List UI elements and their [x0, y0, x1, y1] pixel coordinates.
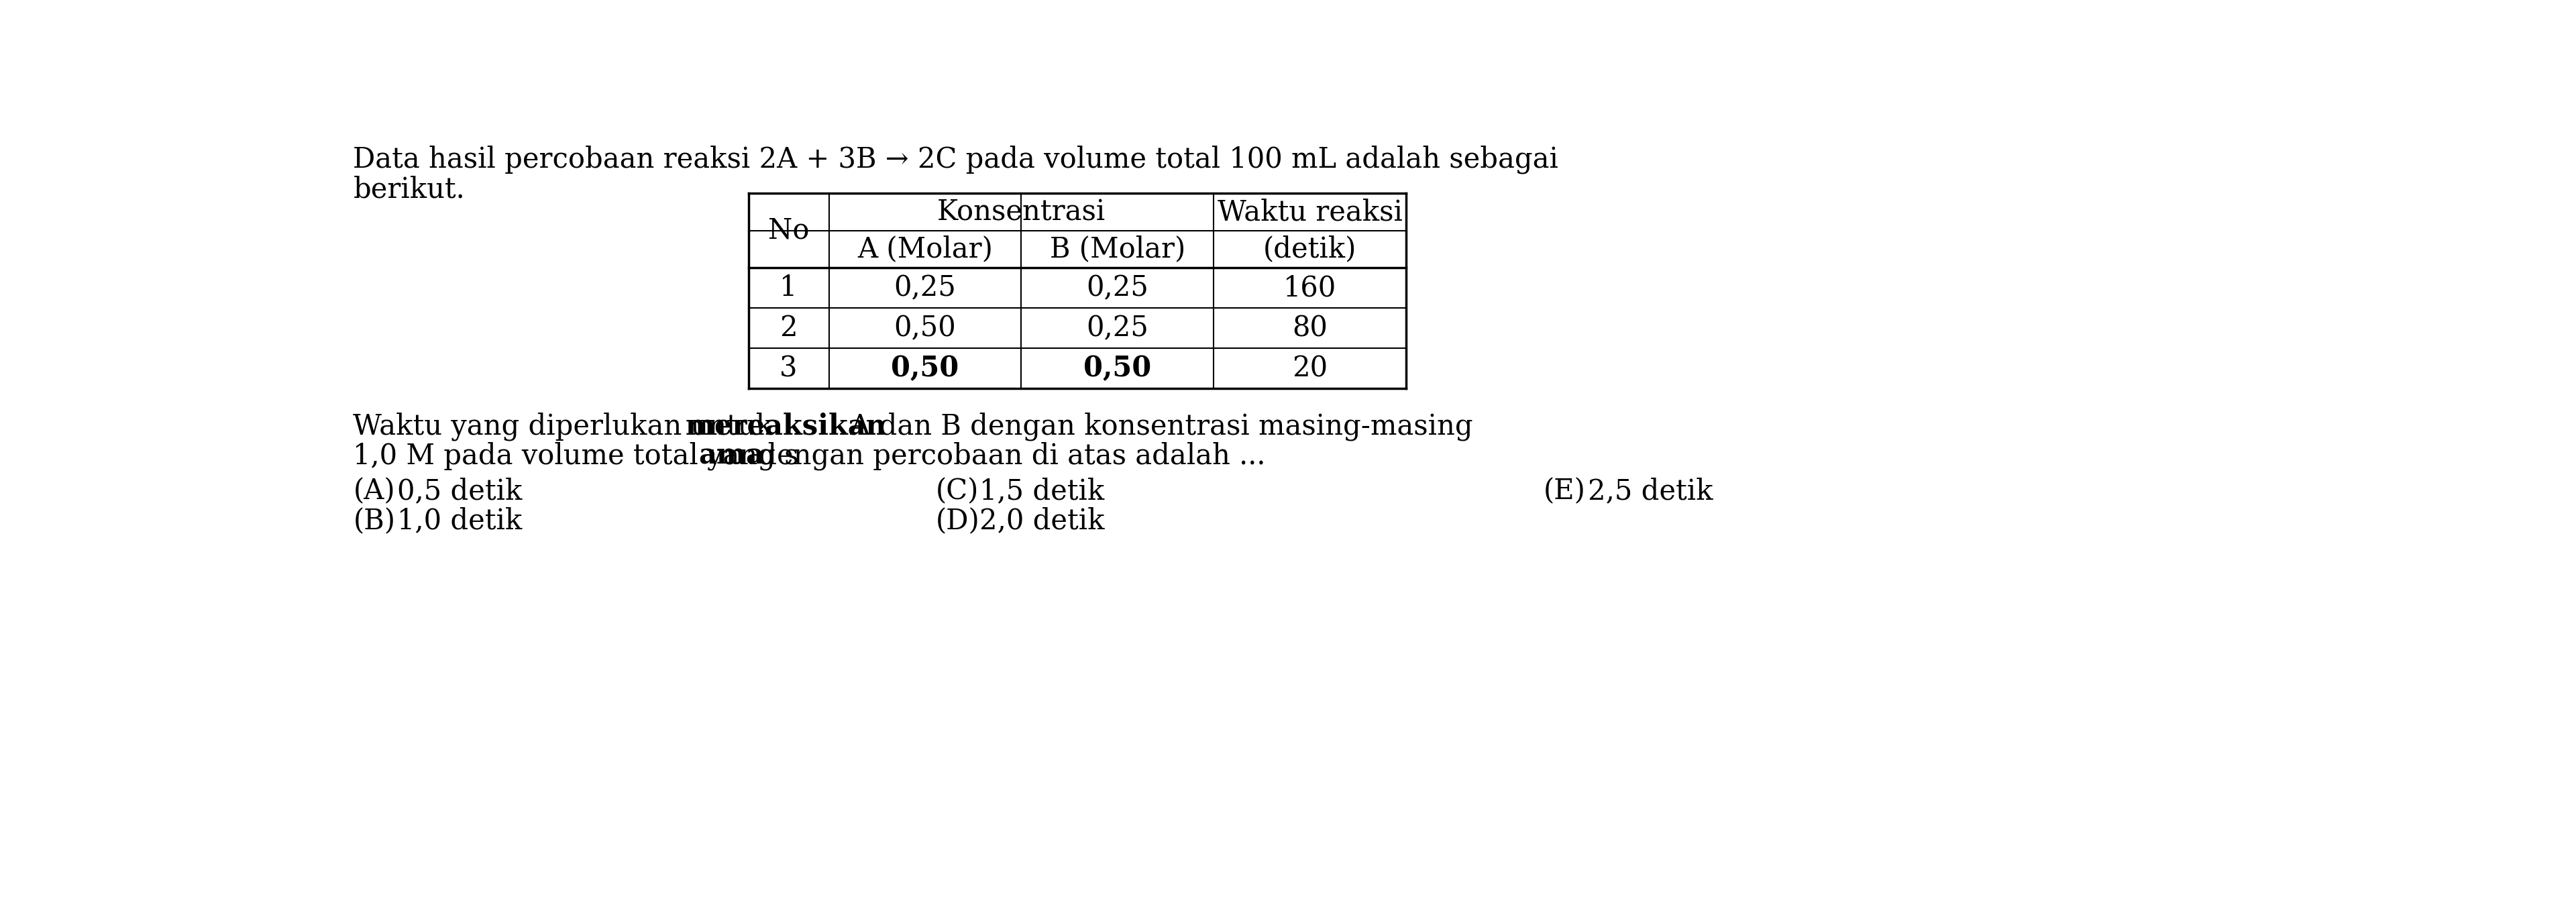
- Text: (A): (A): [353, 477, 394, 505]
- Text: 2,5 detik: 2,5 detik: [1587, 477, 1713, 505]
- Text: 1: 1: [781, 274, 799, 302]
- Text: 0,25: 0,25: [1087, 274, 1149, 302]
- Text: Waktu reaksi: Waktu reaksi: [1218, 198, 1401, 226]
- Text: mereaksikan: mereaksikan: [685, 412, 886, 440]
- Text: dengan percobaan di atas adalah ...: dengan percobaan di atas adalah ...: [750, 442, 1265, 470]
- Text: (B): (B): [353, 507, 397, 535]
- Text: (C): (C): [935, 477, 979, 505]
- Text: 2,0 detik: 2,0 detik: [979, 507, 1105, 535]
- Text: Waktu yang diperlukan untuk: Waktu yang diperlukan untuk: [353, 412, 783, 440]
- Text: A (Molar): A (Molar): [858, 235, 992, 264]
- Text: (detik): (detik): [1262, 235, 1358, 264]
- Text: 3: 3: [781, 354, 799, 382]
- Text: (D): (D): [935, 507, 979, 535]
- Text: 0,25: 0,25: [1087, 314, 1149, 342]
- Text: 0,25: 0,25: [894, 274, 956, 302]
- Text: A dan B dengan konsentrasi masing-masing: A dan B dengan konsentrasi masing-masing: [842, 412, 1473, 440]
- Text: 0,50: 0,50: [1084, 354, 1151, 382]
- Text: 160: 160: [1283, 274, 1337, 302]
- Text: Konsentrasi: Konsentrasi: [938, 198, 1105, 226]
- Text: B (Molar): B (Molar): [1048, 235, 1185, 264]
- Text: ama: ama: [698, 442, 765, 470]
- Text: Data hasil percobaan reaksi 2A + 3B → 2C pada volume total 100 mL adalah sebagai: Data hasil percobaan reaksi 2A + 3B → 2C…: [353, 145, 1558, 174]
- Text: 0,50: 0,50: [891, 354, 958, 382]
- Text: 1,0 M pada volume total yang s: 1,0 M pada volume total yang s: [353, 442, 799, 470]
- Text: 2: 2: [781, 314, 799, 342]
- Text: No: No: [768, 217, 809, 244]
- Text: 20: 20: [1293, 354, 1327, 382]
- Text: 0,5 detik: 0,5 detik: [397, 477, 523, 505]
- Text: 80: 80: [1293, 314, 1327, 342]
- Text: berikut.: berikut.: [353, 176, 466, 203]
- Text: 1,5 detik: 1,5 detik: [979, 477, 1105, 505]
- Text: 1,0 detik: 1,0 detik: [397, 507, 523, 535]
- Text: (E): (E): [1543, 477, 1587, 505]
- Text: 0,50: 0,50: [894, 314, 956, 342]
